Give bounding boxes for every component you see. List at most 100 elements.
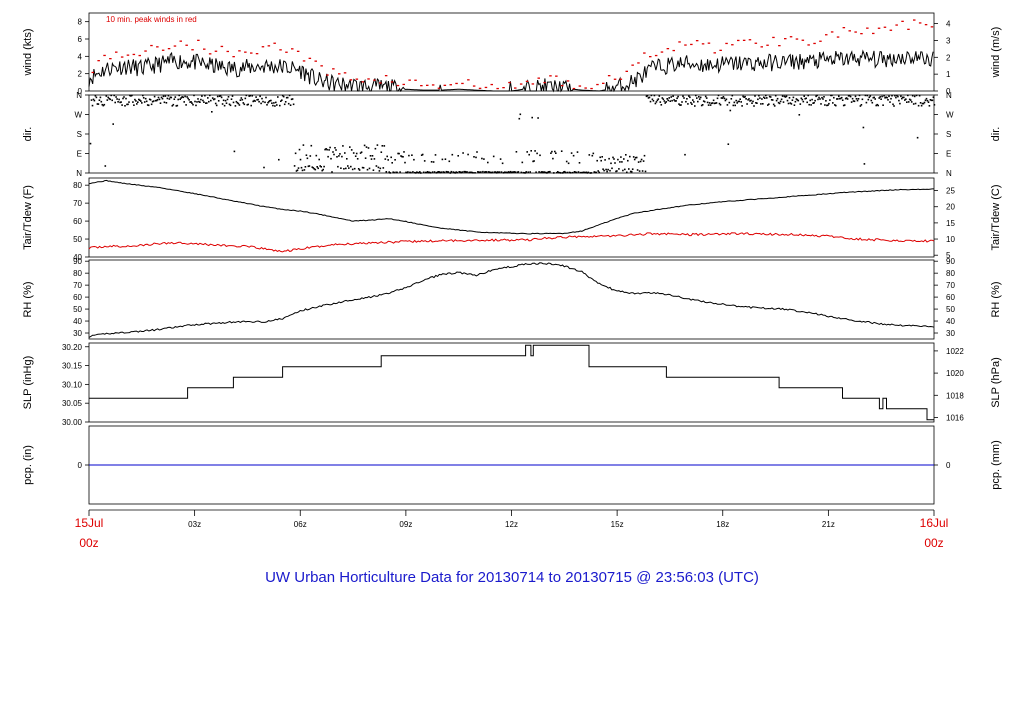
direction-point	[688, 95, 690, 97]
direction-point	[831, 94, 833, 97]
rh-ytick-label: 60	[73, 293, 82, 302]
direction-point	[807, 94, 809, 97]
wind-peak-point	[825, 34, 828, 36]
slp-ytick-right-label: 1018	[946, 391, 964, 400]
direction-point	[478, 171, 480, 174]
direction-point	[756, 102, 758, 104]
direction-point	[102, 104, 105, 107]
direction-point	[825, 100, 827, 102]
wind-peak-point	[525, 80, 529, 82]
direction-point	[407, 171, 409, 173]
direction-point	[354, 155, 357, 157]
direction-point	[449, 172, 452, 174]
direction-point	[771, 99, 774, 101]
direction-point	[184, 95, 186, 98]
temperature-ytick-label: 50	[73, 235, 82, 244]
direction-point	[405, 171, 407, 174]
direction-point	[792, 96, 795, 99]
direction-point	[898, 99, 900, 102]
direction-point	[604, 159, 606, 161]
precip-ylabel-left: pcp. (in)	[22, 445, 34, 485]
direction-point	[473, 156, 475, 158]
direction-point	[230, 98, 233, 100]
direction-point	[689, 96, 691, 99]
direction-point	[920, 104, 923, 107]
direction-point	[298, 148, 301, 151]
direction-point	[918, 94, 921, 97]
direction-point	[824, 104, 826, 106]
direction-point	[243, 103, 246, 106]
wind-peak-point	[924, 24, 928, 26]
wind-peak-point	[373, 79, 376, 81]
direction-point	[568, 171, 571, 174]
direction-point	[618, 168, 620, 170]
direction-point	[462, 152, 464, 154]
direction-point	[222, 99, 225, 102]
direction-point	[849, 95, 852, 98]
direction-point	[515, 151, 518, 153]
wind-peak-point	[302, 60, 306, 62]
direction-point	[208, 100, 210, 103]
direction-point	[151, 100, 154, 103]
direction-point	[308, 165, 311, 167]
wind-peak-point	[126, 54, 130, 56]
wind-peak-point	[255, 53, 259, 55]
direction-point	[239, 99, 242, 101]
direction-point	[788, 97, 791, 99]
direction-point	[608, 157, 610, 160]
direction-point	[590, 172, 593, 174]
direction-point	[319, 165, 321, 167]
direction-point	[235, 100, 238, 103]
wind-peak-point	[97, 60, 100, 62]
direction-point	[194, 100, 196, 103]
direction-point	[369, 155, 372, 157]
direction-point	[915, 94, 918, 97]
direction-ytick-label: E	[77, 150, 82, 159]
direction-ylabel-left: dir.	[22, 127, 34, 142]
direction-point	[933, 104, 936, 106]
direction-point	[159, 102, 162, 104]
direction-point	[870, 99, 873, 102]
direction-point	[114, 101, 116, 104]
wind-peak-point	[496, 87, 499, 90]
wind-peak-point	[754, 42, 758, 44]
direction-point	[732, 104, 735, 107]
direction-point	[460, 171, 462, 174]
direction-point	[429, 172, 432, 174]
direction-point	[787, 102, 790, 105]
direction-point	[592, 152, 595, 155]
direction-point	[459, 171, 461, 173]
wind-peak-point	[877, 27, 881, 29]
direction-point	[541, 171, 543, 173]
direction-point	[751, 102, 753, 104]
wind-peak-point	[549, 75, 552, 77]
direction-point	[288, 94, 291, 97]
direction-point	[241, 98, 244, 101]
wind-ytick-label: 4	[78, 52, 83, 61]
direction-point	[727, 143, 730, 145]
direction-point	[130, 95, 132, 97]
direction-point	[768, 95, 771, 98]
wind-peak-point	[830, 31, 834, 33]
direction-point	[420, 172, 422, 174]
direction-point	[236, 102, 239, 104]
wind-peak-point	[226, 50, 229, 53]
direction-point	[704, 95, 707, 98]
direction-point	[381, 145, 384, 147]
direction-point	[828, 102, 830, 105]
direction-point	[144, 97, 147, 100]
direction-point	[742, 95, 744, 98]
wind-peak-point	[420, 85, 423, 87]
direction-point	[616, 170, 618, 172]
direction-point	[140, 100, 142, 102]
direction-point	[676, 97, 678, 100]
direction-point	[163, 101, 166, 104]
direction-point	[414, 171, 416, 174]
direction-point	[323, 165, 325, 168]
direction-point	[126, 103, 128, 106]
direction-point	[887, 99, 889, 101]
wind-peak-point	[901, 20, 904, 22]
direction-point	[424, 171, 427, 174]
direction-point	[109, 98, 111, 101]
wind-peak-point	[250, 52, 253, 54]
